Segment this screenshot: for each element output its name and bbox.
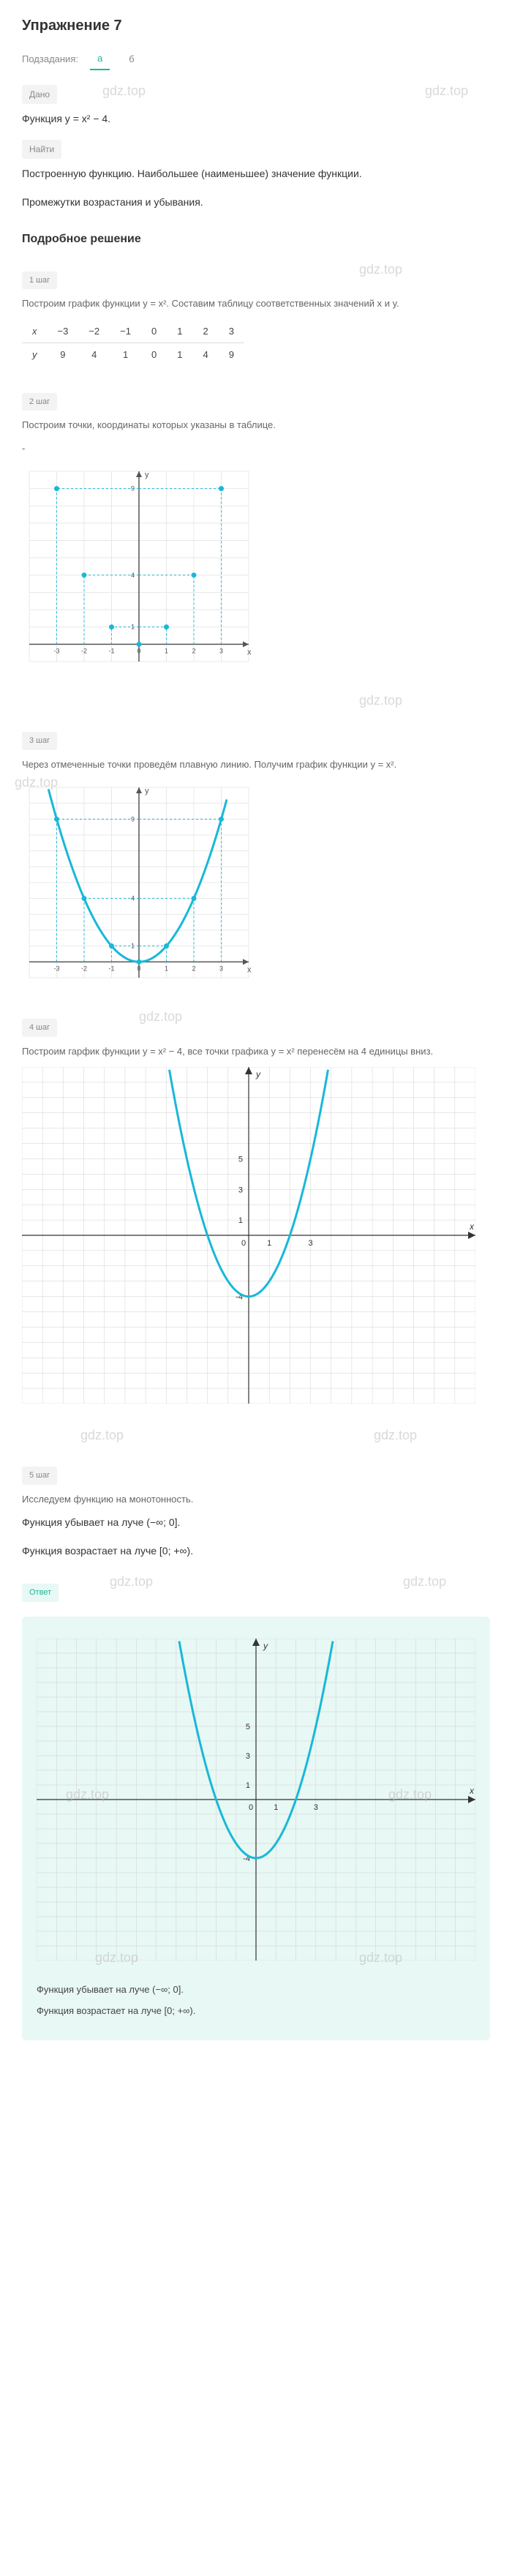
svg-text:0: 0	[241, 1239, 246, 1248]
subtasks-row: Подзадания: а б	[22, 48, 490, 70]
svg-text:-2: -2	[81, 647, 87, 654]
answer-badge: Ответ	[22, 1584, 59, 1602]
tab-a[interactable]: а	[90, 48, 110, 70]
chart-parabola-base: gdz.top xy-3-2-10123149 gdz.top	[22, 780, 490, 985]
svg-text:-2: -2	[81, 965, 87, 972]
svg-text:1: 1	[238, 1216, 243, 1225]
watermark: gdz.top	[403, 1572, 446, 1592]
svg-text:-1: -1	[108, 965, 114, 972]
table-row: x −3 −2 −1 0 1 2 3	[22, 320, 244, 343]
step-1-text: Построим график функции y = x². Составим…	[22, 296, 490, 311]
table-row: y 9 4 1 0 1 4 9	[22, 343, 244, 367]
svg-text:3: 3	[219, 965, 223, 972]
solution-title: Подробное решение	[22, 231, 490, 248]
svg-text:3: 3	[308, 1239, 312, 1248]
chart-parabola-shifted: xy013-4135	[22, 1067, 490, 1404]
answer-line2: Функция возрастает на луче [0; +∞).	[37, 2004, 475, 2018]
svg-text:3: 3	[219, 647, 223, 654]
step-5-line2: Функция возрастает на луче [0; +∞).	[22, 1543, 490, 1559]
svg-text:0: 0	[249, 1803, 253, 1812]
svg-text:5: 5	[246, 1723, 250, 1731]
tab-b[interactable]: б	[121, 49, 141, 70]
svg-text:3: 3	[246, 1752, 250, 1761]
watermark: gdz.top	[359, 260, 402, 280]
svg-text:3: 3	[238, 1186, 243, 1194]
svg-text:-3: -3	[53, 965, 59, 972]
watermark: gdz.top	[359, 691, 402, 711]
svg-text:-1: -1	[108, 647, 114, 654]
step-3-badge: 3 шаг	[22, 732, 57, 750]
svg-text:x: x	[469, 1786, 475, 1796]
step-4-badge: 4 шаг	[22, 1019, 57, 1037]
svg-text:3: 3	[314, 1803, 318, 1812]
svg-text:-3: -3	[53, 647, 59, 654]
watermark: gdz.top	[80, 1426, 124, 1445]
watermark: gdz.top	[374, 1426, 417, 1445]
svg-text:1: 1	[165, 965, 168, 972]
watermark: gdz.top	[102, 81, 146, 101]
svg-text:x: x	[247, 965, 252, 974]
chart-points: xy-3-2-10123149 gdz.top	[22, 464, 490, 669]
subtasks-label: Подзадания:	[22, 52, 78, 67]
chart-answer: xy013-4135 gdz.top gdz.top gdz.top gdz.t…	[37, 1639, 475, 1961]
step-5-line1: Функция убывает на луче (−∞; 0].	[22, 1515, 490, 1530]
svg-text:y: y	[145, 471, 149, 479]
watermark: gdz.top	[110, 1572, 153, 1592]
watermark: gdz.top	[425, 81, 468, 101]
step-2-badge: 2 шаг	[22, 393, 57, 411]
svg-text:1: 1	[274, 1803, 278, 1812]
watermark: gdz.top	[139, 1007, 182, 1027]
dash-sep: -	[22, 441, 490, 456]
step-5-badge: 5 шаг	[22, 1467, 57, 1485]
step-1-badge: 1 шаг	[22, 272, 57, 290]
svg-text:y: y	[145, 787, 149, 795]
step-4-text: Построим гарфик функции y = x² − 4, все …	[22, 1044, 490, 1059]
svg-text:1: 1	[246, 1781, 250, 1790]
svg-text:5: 5	[238, 1155, 243, 1164]
step-2-text: Построим точки, координаты которых указа…	[22, 418, 490, 433]
find-text-1: Построенную функцию. Наибольшее (наимень…	[22, 166, 490, 181]
svg-text:y: y	[263, 1641, 268, 1651]
find-text-2: Промежутки возрастания и убывания.	[22, 195, 490, 210]
svg-text:1: 1	[165, 647, 168, 654]
svg-text:2: 2	[192, 965, 195, 972]
answer-box: xy013-4135 gdz.top gdz.top gdz.top gdz.t…	[22, 1617, 490, 2040]
svg-text:x: x	[469, 1221, 475, 1232]
page-title: Упражнение 7	[22, 15, 490, 37]
svg-text:1: 1	[267, 1239, 271, 1248]
svg-text:0: 0	[137, 647, 140, 654]
svg-text:x: x	[247, 648, 252, 656]
answer-line1: Функция убывает на луче (−∞; 0].	[37, 1982, 475, 1997]
step-5-text: Исследуем функцию на монотонность.	[22, 1492, 490, 1507]
given-text: Функция y = x² − 4.	[22, 111, 490, 127]
step-3-text: Через отмеченные точки проведём плавную …	[22, 757, 490, 772]
find-badge: Найти	[22, 140, 61, 159]
svg-text:2: 2	[192, 647, 195, 654]
svg-text:0: 0	[137, 965, 140, 972]
given-badge: Дано	[22, 85, 57, 104]
svg-text:y: y	[255, 1069, 261, 1079]
data-table: x −3 −2 −1 0 1 2 3 y 9 4 1 0 1 4 9	[22, 320, 244, 367]
